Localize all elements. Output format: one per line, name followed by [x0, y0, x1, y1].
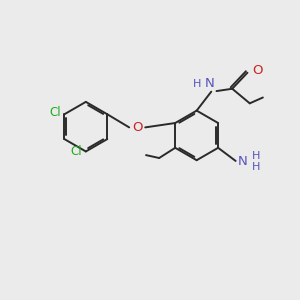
Text: O: O [252, 64, 262, 77]
Text: Cl: Cl [49, 106, 61, 119]
Text: Cl: Cl [71, 145, 82, 158]
Text: H: H [252, 151, 260, 161]
Text: H: H [193, 79, 201, 89]
Text: N: N [205, 77, 215, 90]
Text: N: N [238, 155, 248, 168]
Text: O: O [132, 121, 142, 134]
Text: H: H [252, 162, 260, 172]
